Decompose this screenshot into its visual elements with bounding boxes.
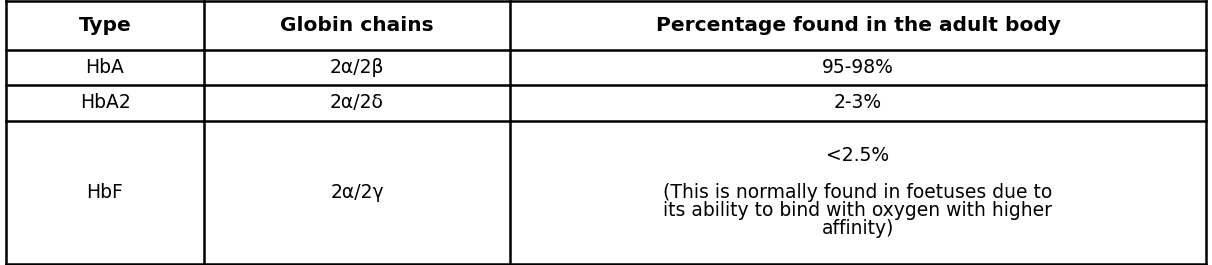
- Text: HbA2: HbA2: [80, 94, 131, 112]
- Text: Type: Type: [79, 16, 131, 35]
- Text: 2-3%: 2-3%: [834, 94, 882, 112]
- Text: Percentage found in the adult body: Percentage found in the adult body: [656, 16, 1060, 35]
- Text: HbF: HbF: [86, 183, 124, 202]
- Text: affinity): affinity): [822, 219, 894, 238]
- Text: 2α/2β: 2α/2β: [330, 58, 384, 77]
- Text: <2.5%: <2.5%: [827, 146, 890, 165]
- Text: (This is normally found in foetuses due to: (This is normally found in foetuses due …: [663, 183, 1052, 202]
- Text: HbA: HbA: [86, 58, 125, 77]
- Text: 2α/2δ: 2α/2δ: [330, 94, 384, 112]
- Text: Globin chains: Globin chains: [280, 16, 434, 35]
- Text: its ability to bind with oxygen with higher: its ability to bind with oxygen with hig…: [663, 201, 1052, 220]
- Text: 95-98%: 95-98%: [822, 58, 894, 77]
- Text: 2α/2γ: 2α/2γ: [330, 183, 384, 202]
